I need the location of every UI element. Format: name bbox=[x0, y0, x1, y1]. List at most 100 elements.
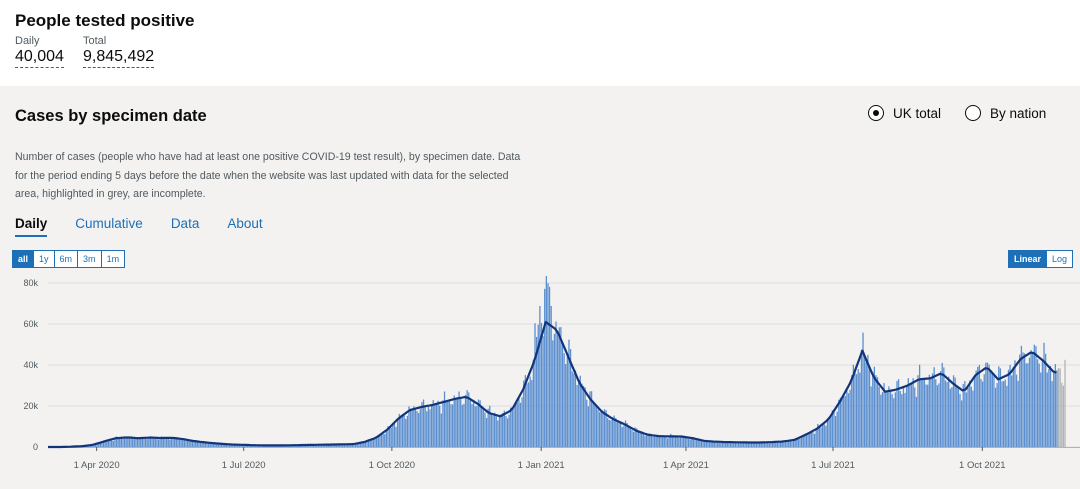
daily-bar bbox=[1007, 369, 1010, 447]
daily-bar bbox=[479, 400, 481, 447]
daily-bar bbox=[418, 413, 420, 447]
daily-bar bbox=[758, 442, 761, 447]
daily-bar bbox=[602, 411, 604, 447]
daily-bar bbox=[388, 427, 391, 447]
daily-bar bbox=[657, 435, 659, 447]
radio-uk-total[interactable]: UK total bbox=[868, 105, 941, 121]
daily-bar bbox=[1038, 363, 1040, 447]
daily-bar bbox=[852, 364, 854, 447]
daily-bar bbox=[372, 439, 375, 447]
tab-data[interactable]: Data bbox=[170, 216, 200, 231]
daily-bar bbox=[662, 435, 664, 447]
daily-bar bbox=[991, 373, 993, 447]
daily-bar bbox=[922, 379, 924, 447]
daily-bar bbox=[387, 426, 389, 447]
daily-bar bbox=[1059, 368, 1061, 447]
daily-bar bbox=[119, 438, 121, 447]
daily-bar bbox=[161, 436, 163, 447]
daily-bar bbox=[993, 373, 995, 447]
range-6m-button[interactable]: 6m bbox=[55, 251, 79, 267]
daily-bar bbox=[1020, 345, 1023, 447]
scale-linear-button[interactable]: Linear bbox=[1009, 251, 1048, 267]
radio-by-nation[interactable]: By nation bbox=[965, 105, 1046, 121]
daily-bar bbox=[1015, 374, 1018, 447]
daily-bar bbox=[1028, 357, 1031, 447]
daily-bar bbox=[325, 444, 328, 447]
daily-bar bbox=[870, 386, 872, 447]
tab-cumulative[interactable]: Cumulative bbox=[75, 216, 143, 231]
daily-bar bbox=[477, 399, 480, 447]
daily-bar bbox=[603, 409, 606, 447]
y-tick-label: 0 bbox=[33, 442, 38, 452]
daily-bar bbox=[107, 440, 110, 447]
daily-bar bbox=[851, 375, 853, 447]
daily-bar bbox=[697, 439, 699, 447]
daily-bar bbox=[180, 439, 182, 447]
daily-bar bbox=[188, 440, 190, 447]
daily-bar bbox=[653, 436, 656, 447]
daily-bar bbox=[949, 388, 951, 447]
daily-bar bbox=[563, 353, 565, 447]
daily-bar bbox=[209, 442, 211, 447]
daily-bar bbox=[186, 439, 189, 447]
daily-bar bbox=[526, 383, 528, 447]
range-1y-button[interactable]: 1y bbox=[34, 251, 55, 267]
daily-bar bbox=[792, 439, 795, 447]
radio-selected-icon bbox=[868, 105, 884, 121]
daily-bar bbox=[544, 288, 546, 447]
daily-bar bbox=[159, 436, 161, 447]
daily-bar bbox=[644, 435, 646, 447]
daily-bar bbox=[649, 433, 651, 447]
daily-bar bbox=[729, 441, 732, 447]
daily-bar bbox=[1040, 372, 1042, 447]
daily-bar bbox=[804, 435, 806, 447]
daily-bar bbox=[500, 414, 502, 447]
daily-bar bbox=[450, 404, 452, 447]
daily-bar bbox=[977, 366, 979, 447]
range-all-button[interactable]: all bbox=[13, 251, 35, 267]
daily-bar bbox=[878, 386, 880, 447]
daily-bar bbox=[988, 364, 990, 447]
daily-bar bbox=[464, 394, 467, 447]
scale-log-button[interactable]: Log bbox=[1052, 254, 1068, 264]
daily-bar bbox=[487, 408, 489, 447]
daily-bar bbox=[634, 427, 636, 447]
daily-bar bbox=[710, 441, 712, 447]
daily-bar bbox=[876, 377, 879, 447]
daily-bar bbox=[106, 440, 108, 447]
daily-bar bbox=[720, 441, 722, 447]
daily-bar bbox=[1017, 380, 1019, 447]
range-1m-button[interactable]: 1m bbox=[106, 254, 120, 264]
daily-bar bbox=[198, 441, 200, 447]
daily-bar bbox=[1006, 385, 1008, 447]
tab-daily[interactable]: Daily bbox=[15, 216, 48, 237]
range-3m-button[interactable]: 3m bbox=[78, 251, 102, 267]
daily-bar bbox=[749, 442, 751, 447]
daily-bar bbox=[896, 380, 898, 447]
daily-bar bbox=[970, 386, 972, 447]
daily-bar bbox=[686, 436, 688, 447]
daily-bar bbox=[534, 323, 536, 447]
daily-bar bbox=[560, 327, 562, 447]
daily-bar bbox=[918, 364, 921, 447]
daily-bar bbox=[716, 441, 719, 447]
daily-bar bbox=[547, 283, 549, 447]
daily-bar bbox=[914, 387, 916, 447]
daily-bar bbox=[737, 441, 740, 447]
daily-bar bbox=[705, 440, 707, 447]
daily-bar bbox=[117, 438, 119, 447]
daily-value[interactable]: 40,004 bbox=[15, 48, 64, 68]
daily-bar bbox=[899, 390, 901, 447]
total-value[interactable]: 9,845,492 bbox=[83, 48, 155, 68]
x-tick-label: 1 Jul 2021 bbox=[811, 460, 855, 471]
daily-bar bbox=[228, 444, 231, 447]
daily-bar bbox=[689, 439, 691, 447]
daily-bar bbox=[986, 362, 989, 447]
daily-bar bbox=[154, 437, 156, 447]
daily-bar bbox=[174, 437, 176, 447]
daily-bar bbox=[687, 438, 690, 447]
tab-about[interactable]: About bbox=[227, 216, 263, 231]
daily-bar bbox=[127, 437, 129, 447]
daily-bar bbox=[650, 434, 653, 447]
daily-bar bbox=[658, 435, 661, 447]
